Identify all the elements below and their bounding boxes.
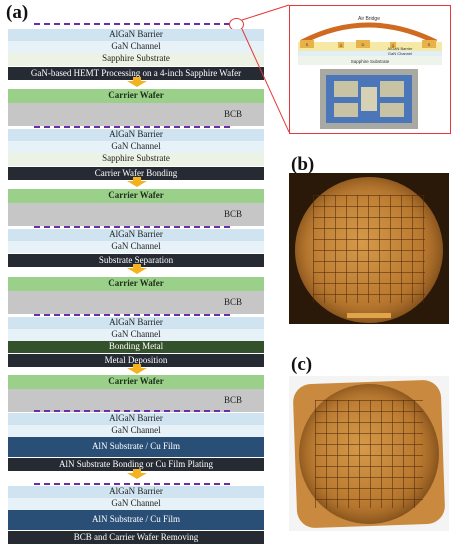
- layer-aln-cu: AlN Substrate / Cu Film: [8, 437, 264, 457]
- layer-gan-channel: GaN Channel: [8, 425, 264, 437]
- step-bar: Metal Deposition: [8, 354, 264, 367]
- gate-label: G: [340, 44, 343, 48]
- bcb-label: BCB: [223, 209, 242, 219]
- wafer-photo-c: [289, 376, 449, 531]
- air-bridge-label: Air Bridge: [358, 16, 380, 22]
- bcb-label: BCB: [223, 297, 242, 307]
- process-arrow: [127, 469, 147, 479]
- dashed-interface-line: [34, 23, 230, 25]
- dashed-interface-line: [34, 126, 230, 128]
- step-bar: Substrate Separation: [8, 254, 264, 267]
- step-bar: GaN-based HEMT Processing on a 4-inch Sa…: [8, 67, 264, 80]
- process-arrow: [127, 177, 147, 187]
- layer-bcb: BCB: [8, 203, 264, 226]
- layer-gan-channel: GaN Channel: [8, 498, 264, 510]
- layer-gan-channel: GaN Channel: [8, 141, 264, 153]
- zoom-inset: Air Bridge S D S G G AlGaN Barrier GaN C…: [289, 5, 451, 134]
- layer-carrier-wafer: Carrier Wafer: [8, 375, 264, 389]
- bcb-label: BCB: [223, 109, 242, 119]
- device-layout-photo: [320, 69, 418, 129]
- layer-bonding-metal: Bonding Metal: [8, 341, 264, 353]
- panel-label-c: (c): [291, 354, 313, 375]
- layer-algan-barrier: AlGaN Barrier: [8, 486, 264, 498]
- step-bar: BCB and Carrier Wafer Removing: [8, 531, 264, 544]
- dashed-interface-line: [34, 226, 230, 228]
- layer-bcb: BCB: [8, 389, 264, 412]
- layer-carrier-wafer: Carrier Wafer: [8, 189, 264, 203]
- panel-label-b: (b): [291, 154, 315, 175]
- source-label: S: [306, 42, 309, 47]
- process-arrow: [127, 264, 147, 274]
- drain-label: D: [362, 42, 365, 47]
- inset-barrier-label: AlGaN Barrier: [388, 46, 414, 51]
- die-grid: [315, 400, 423, 508]
- layer-algan-barrier: AlGaN Barrier: [8, 29, 264, 41]
- layer-bcb: BCB: [8, 291, 264, 314]
- device-cross-section: Air Bridge S D S G G AlGaN Barrier GaN C…: [298, 16, 442, 65]
- process-arrow: [127, 364, 147, 374]
- panel-label-a: (a): [6, 2, 29, 23]
- layer-carrier-wafer: Carrier Wafer: [8, 89, 264, 103]
- wafer-photo-b: [289, 173, 449, 324]
- step-bar: Carrier Wafer Bonding: [8, 167, 264, 180]
- layer-gan-channel: GaN Channel: [8, 241, 264, 253]
- inset-channel-label: GaN Channel: [388, 51, 412, 56]
- process-arrow: [127, 77, 147, 87]
- layer-algan-barrier: AlGaN Barrier: [8, 413, 264, 425]
- source-label: S: [428, 42, 431, 47]
- gate-label: G: [392, 44, 395, 48]
- die-grid: [313, 195, 425, 303]
- inset-substrate-label: Sapphire Substrate: [351, 59, 390, 64]
- dashed-interface-line: [34, 483, 230, 485]
- layer-algan-barrier: AlGaN Barrier: [8, 229, 264, 241]
- layer-algan-barrier: AlGaN Barrier: [8, 129, 264, 141]
- layer-gan-channel: GaN Channel: [8, 329, 264, 341]
- layer-carrier-wafer: Carrier Wafer: [8, 277, 264, 291]
- dashed-interface-line: [34, 410, 230, 412]
- dashed-interface-line: [34, 314, 230, 316]
- layer-sapphire-substrate: Sapphire Substrate: [8, 153, 264, 166]
- layer-aln-cu: AlN Substrate / Cu Film: [8, 510, 264, 530]
- layer-gan-channel: GaN Channel: [8, 41, 264, 53]
- step-bar: AlN Substrate Bonding or Cu Film Plating: [8, 458, 264, 471]
- layer-bcb: BCB: [8, 103, 264, 126]
- layer-algan-barrier: AlGaN Barrier: [8, 317, 264, 329]
- bcb-label: BCB: [223, 395, 242, 405]
- layer-sapphire-substrate: Sapphire Substrate: [8, 53, 264, 66]
